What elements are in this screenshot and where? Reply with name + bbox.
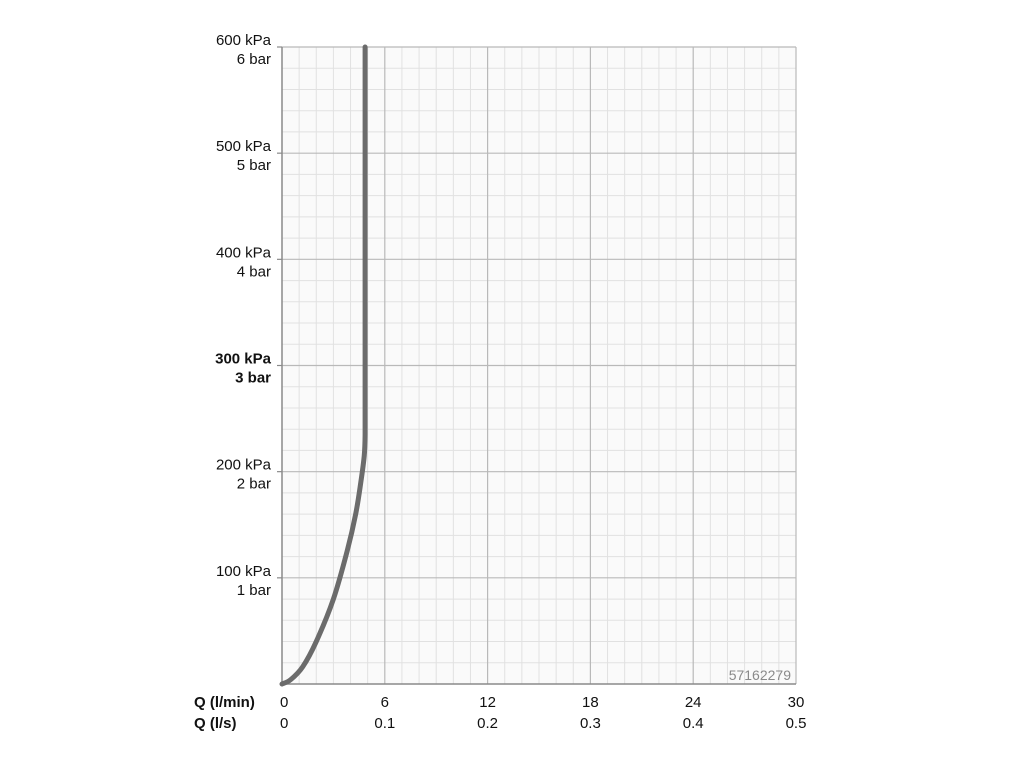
x-tick-label: 24 xyxy=(685,694,702,711)
x-axis-row-label: Q (l/min) xyxy=(194,694,255,711)
series-layer xyxy=(279,44,368,687)
y-tick-label-kpa: 300 kPa xyxy=(215,351,272,368)
x-tick-label: 12 xyxy=(479,694,496,711)
y-tick-label-kpa: 400 kPa xyxy=(216,244,272,261)
x-tick-label: 0.2 xyxy=(477,715,498,732)
y-tick-label-kpa: 100 kPa xyxy=(216,563,272,580)
major-gridlines xyxy=(277,46,797,685)
y-tick-label-bar: 6 bar xyxy=(237,51,271,68)
x-tick-label: 0 xyxy=(280,694,288,711)
x-tick-label: 0 xyxy=(280,715,288,732)
y-tick-label-kpa: 500 kPa xyxy=(216,138,272,155)
flow-pressure-curve xyxy=(279,44,368,687)
x-tick-label: 0.4 xyxy=(683,715,704,732)
x-tick-label: 30 xyxy=(788,694,805,711)
y-tick-label-kpa: 600 kPa xyxy=(216,32,272,49)
y-tick-label-bar: 5 bar xyxy=(237,157,271,174)
y-tick-label-bar: 3 bar xyxy=(235,370,271,387)
x-tick-label: 0.3 xyxy=(580,715,601,732)
y-tick-label-bar: 1 bar xyxy=(237,582,271,599)
image-id-label: 57162279 xyxy=(729,667,792,683)
y-tick-label-bar: 2 bar xyxy=(237,476,271,493)
x-tick-labels: Q (l/min) 0 6 12 18 24 30 Q (l/s) 0 0.1 0.2 0.3 0.4 0… xyxy=(194,694,806,732)
x-tick-label: 0.1 xyxy=(374,715,395,732)
x-tick-label: 0.5 xyxy=(786,715,807,732)
y-tick-label-bar: 4 bar xyxy=(237,263,271,280)
y-tick-labels: 100 kPa 1 bar 200 kPa 2 bar 300 kPa 3 bar 400 … xyxy=(215,32,272,599)
y-tick-label-kpa: 200 kPa xyxy=(216,457,272,474)
x-axis-row-label: Q (l/s) xyxy=(194,715,237,732)
x-tick-label: 6 xyxy=(381,694,389,711)
x-tick-label: 18 xyxy=(582,694,599,711)
